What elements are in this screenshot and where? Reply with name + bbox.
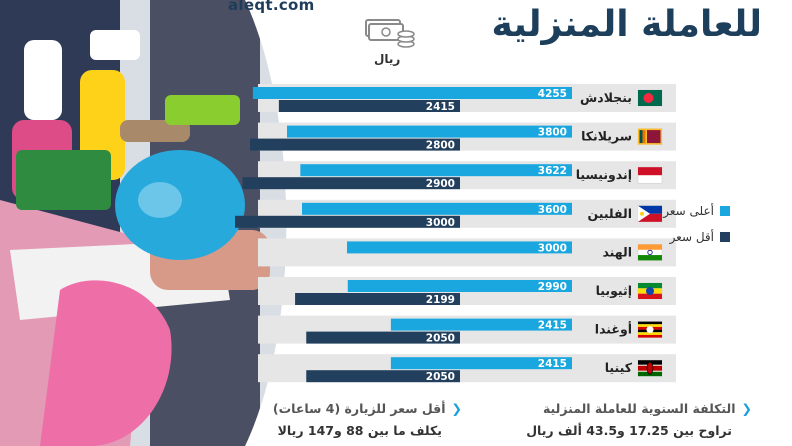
bar-low-label: 2050 [426,333,455,345]
country-india-flag-icon [637,244,663,261]
bar-low [295,293,460,305]
bar-low-label: 2800 [426,140,455,152]
chevron-left-icon: ❮ [451,401,462,416]
bar-low [306,331,460,344]
bar-low-label: 2199 [426,294,455,306]
country-label: إثيوبيا [596,283,632,298]
bar-low [278,100,460,112]
bar-high-label: 3800 [538,127,567,139]
bar-high-label: 3600 [538,204,567,216]
country-label: الفلبين [587,206,632,221]
bar-low [242,177,460,190]
page-title: للعاملة المنزلية [491,4,762,45]
bar-high [347,241,572,254]
legend-high-swatch [720,206,730,216]
bar-high-label: 4255 [538,88,567,100]
legend-low: أقل سعر [670,230,730,244]
bar-low-label: 2900 [426,178,455,190]
bar-high [252,87,572,99]
money-stack-icon [365,19,415,48]
annual-cost-note: ❮ التكلفة السنوية للعاملة المنزلية تراوح … [526,398,752,442]
legend-high: أعلى سعر [663,204,730,218]
bar-high [347,280,572,292]
legend-high-label: أعلى سعر [663,204,714,218]
visit-cost-line2: يكلف ما بين 88 و147 ريالا [277,423,442,438]
visit-cost-note: ❮ أقل سعر للزيارة (4 ساعات) يكلف ما بين 8… [273,398,462,442]
bar-low [235,215,460,228]
bar-low [250,138,460,151]
country-sri-lanka-flag-icon [637,128,663,145]
currency-label: ريال [374,52,401,66]
chevron-left-icon: ❮ [741,401,752,416]
country-label: بنجلادش [580,90,632,105]
bar-low-label: 3000 [426,217,455,229]
bar-high [300,164,572,177]
bar-high [390,357,572,370]
country-ethiopia-flag-icon [637,282,663,300]
bar-low-label: 2050 [426,371,455,383]
brand-site[interactable]: aleqt.com [228,0,315,14]
bar-high [287,125,572,138]
bar-low-label: 2415 [426,101,455,113]
country-kenya-flag-icon [637,359,663,377]
country-philippines-flag-icon [637,205,663,223]
country-uganda-flag-icon [637,321,663,338]
legend-low-swatch [720,232,730,242]
country-label: إندونيسيا [576,167,632,182]
bar-high-label: 2990 [538,281,567,293]
legend-low-label: أقل سعر [669,230,714,244]
country-bangladesh-flag-icon [637,89,663,107]
country-label: سريلانكا [581,129,632,144]
country-label: كينيا [605,360,633,375]
visit-cost-line1: أقل سعر للزيارة (4 ساعات) [272,401,446,416]
country-label: أوغندا [595,321,632,337]
annual-cost-line2: تراوح بين 17.25 و43.5 ألف ريال [526,423,732,438]
annual-cost-line1: التكلفة السنوية للعاملة المنزلية [542,401,736,416]
bar-high-label: 3000 [538,242,567,254]
country-label: الهند [602,244,632,259]
bar-low [306,370,460,383]
bar-high [302,202,572,215]
bar-high-label: 3622 [538,165,567,177]
bar-high [390,318,572,331]
country-indonesia-flag-icon [637,166,663,184]
bar-high-label: 2415 [538,358,567,370]
bar-high-label: 2415 [538,320,567,332]
